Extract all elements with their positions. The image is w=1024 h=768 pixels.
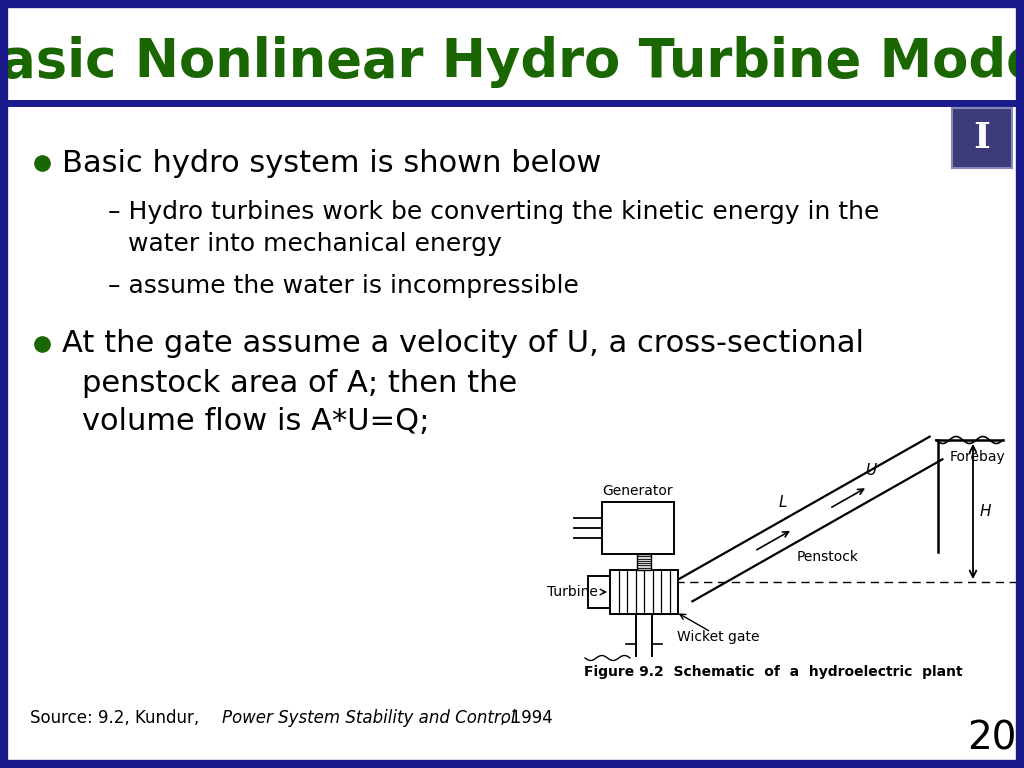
Text: Wicket gate: Wicket gate (677, 630, 759, 644)
Text: L: L (778, 495, 787, 510)
Text: Turbine: Turbine (547, 585, 598, 599)
Text: Forebay: Forebay (950, 450, 1006, 464)
Bar (952, 108, 1012, 168)
Text: At the gate assume a velocity of U, a cross-sectional: At the gate assume a velocity of U, a cr… (62, 329, 864, 359)
Text: I: I (974, 121, 990, 155)
Text: Basic Nonlinear Hydro Turbine Model: Basic Nonlinear Hydro Turbine Model (0, 36, 1024, 88)
Text: Figure 9.2  Schematic  of  a  hydroelectric  plant: Figure 9.2 Schematic of a hydroelectric … (584, 665, 963, 679)
Text: – Hydro turbines work be converting the kinetic energy in the: – Hydro turbines work be converting the … (108, 200, 880, 224)
Text: Basic hydro system is shown below: Basic hydro system is shown below (62, 148, 601, 177)
Text: Source: 9.2, Kundur,: Source: 9.2, Kundur, (30, 709, 205, 727)
Text: penstock area of A; then the: penstock area of A; then the (82, 369, 517, 398)
Text: – assume the water is incompressible: – assume the water is incompressible (108, 274, 579, 298)
Bar (610, 570, 678, 614)
Text: volume flow is A*U=Q;: volume flow is A*U=Q; (82, 408, 429, 436)
Bar (602, 502, 674, 554)
Text: , 1994: , 1994 (500, 709, 553, 727)
Bar (637, 554, 651, 570)
Text: Power System Stability and Control: Power System Stability and Control (222, 709, 515, 727)
Text: Penstock: Penstock (797, 550, 859, 564)
Text: H: H (980, 504, 991, 519)
Text: 20: 20 (968, 719, 1017, 757)
Text: water into mechanical energy: water into mechanical energy (128, 232, 502, 256)
Text: Generator: Generator (603, 484, 674, 498)
Text: U: U (865, 463, 877, 478)
